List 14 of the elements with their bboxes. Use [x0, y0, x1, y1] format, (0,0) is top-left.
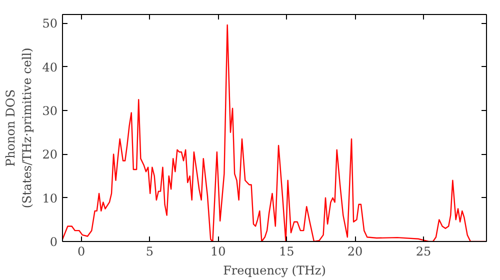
y-tick-label: 0: [50, 235, 58, 249]
x-tick-label: 15: [278, 244, 294, 258]
y-tick-label: 50: [42, 16, 58, 31]
x-tick-label: 10: [210, 244, 226, 258]
y-tick-label: 10: [42, 191, 58, 206]
x-axis-title: Frequency (THz): [223, 264, 326, 278]
y-axis-title: Phonon DOS (States/THz·primitive cell): [3, 48, 34, 208]
x-tick-label: 5: [146, 244, 154, 258]
y-tick-label: 20: [42, 148, 58, 162]
y-tick-label: 30: [42, 104, 58, 118]
x-tick-label: 25: [416, 244, 432, 258]
x-tick-label: 20: [347, 244, 363, 258]
y-tick-label: 40: [42, 60, 58, 74]
x-tick-label: 0: [77, 244, 86, 258]
